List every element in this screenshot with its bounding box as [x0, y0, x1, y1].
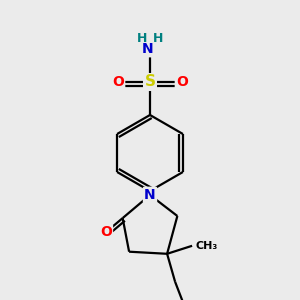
Text: O: O	[176, 75, 188, 89]
Text: CH₃: CH₃	[195, 241, 217, 251]
Text: O: O	[100, 225, 112, 239]
Text: H: H	[153, 32, 163, 46]
Text: N: N	[142, 42, 154, 56]
Text: S: S	[145, 74, 155, 89]
Text: O: O	[112, 75, 124, 89]
Text: H: H	[137, 32, 147, 46]
Text: N: N	[144, 188, 156, 202]
